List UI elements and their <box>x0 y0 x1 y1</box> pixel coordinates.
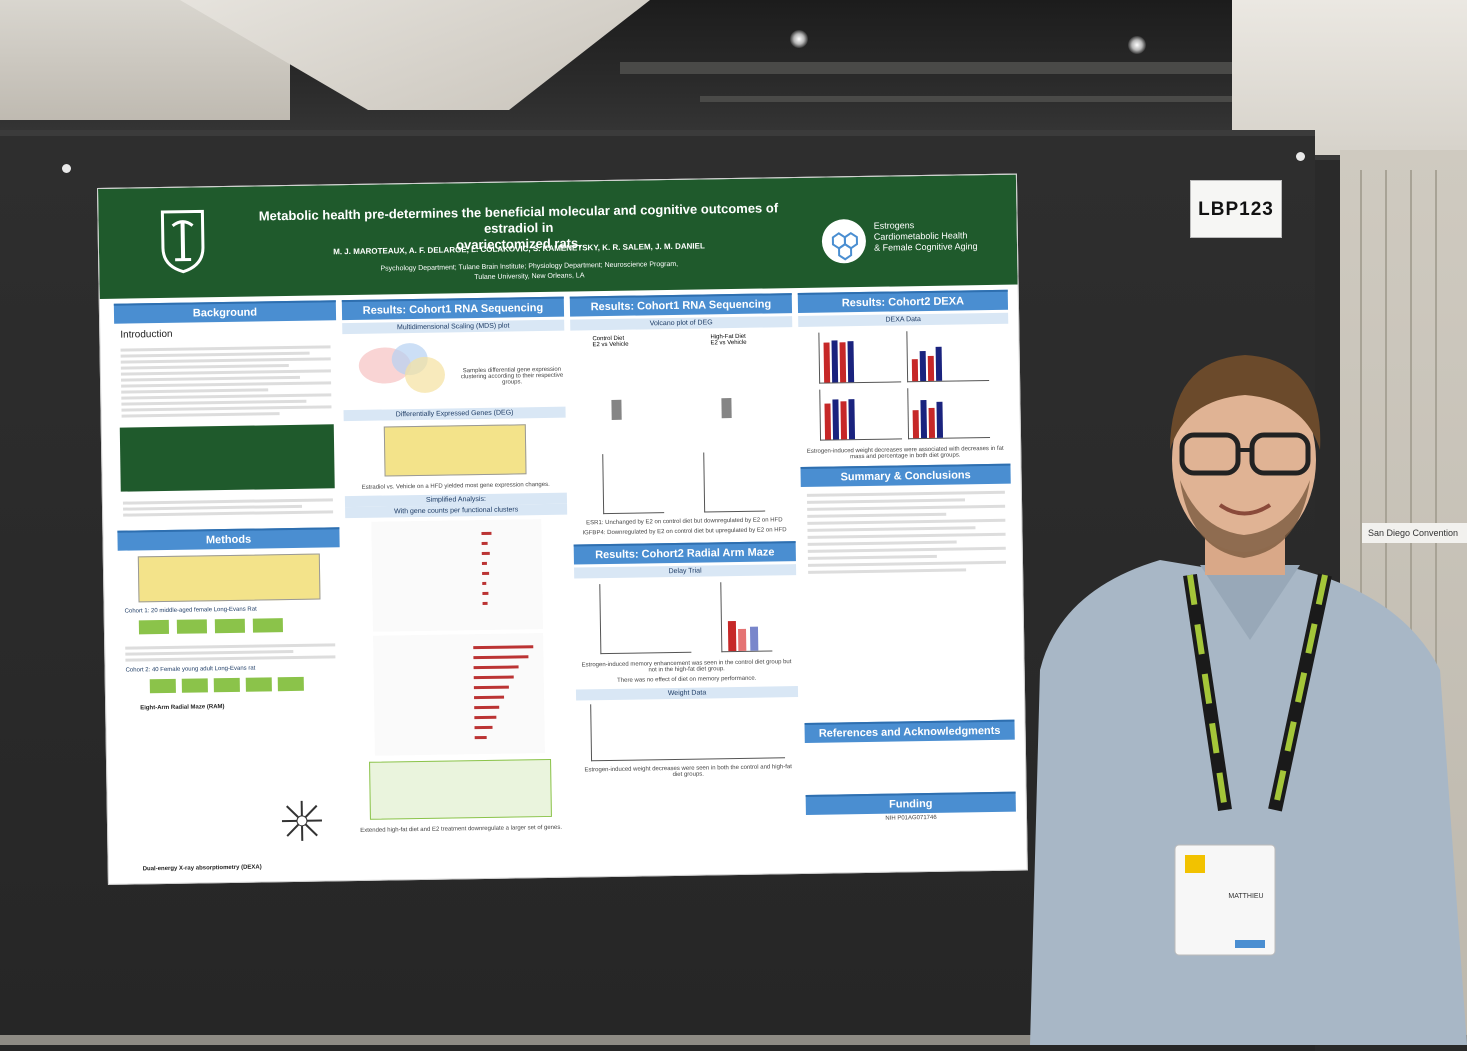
presenter-person <box>1020 340 1467 1045</box>
section-heading: References and Acknowledgments <box>804 720 1014 743</box>
booth-number-label: LBP123 <box>1190 180 1282 238</box>
weight-caption: Estrogen-induced weight decreases were s… <box>577 762 799 781</box>
section-heading: Results: Cohort1 RNA Sequencing <box>342 297 564 320</box>
sub-heading: Weight Data <box>576 686 798 700</box>
column-rna-seq-1: Results: Cohort1 RNA Sequencing Multidim… <box>342 297 573 875</box>
rna-methods-text <box>119 637 341 667</box>
dexa-caption: Estrogen-induced weight decreases were a… <box>800 444 1010 463</box>
sub-heading: With gene counts per functional clusters <box>345 504 567 518</box>
group-name: Estrogens Cardiometabolic Health & Femal… <box>874 219 978 254</box>
volcano-label-control: Control Diet E2 vs Vehicle <box>592 336 628 349</box>
intro-text-block-2 <box>117 492 339 522</box>
igfbp4-caption: IGFBP4: Downregulated by E2 on control d… <box>573 525 795 538</box>
research-poster: Metabolic health pre-determines the bene… <box>97 174 1028 885</box>
volcano-label-hfd: High-Fat Diet E2 vs Vehicle <box>710 334 746 347</box>
mds-plot-icon <box>354 336 455 398</box>
weight-chart <box>590 701 785 761</box>
gene-cluster-chart-hfd <box>373 633 545 756</box>
name-badge-text: MATTHIEU <box>1196 893 1296 900</box>
regulation-table <box>369 759 552 820</box>
dexa-method-label: Dual-energy X-ray absorptiometry (DEXA) <box>143 864 262 872</box>
poster-affiliations: Psychology Department; Tulane Brain Inst… <box>279 258 779 286</box>
extended-caption: Extended high-fat diet and E2 treatment … <box>350 823 572 836</box>
section-heading: Methods <box>117 527 339 550</box>
ceiling-light <box>790 30 808 48</box>
timeline-cohort-1 <box>119 611 341 640</box>
funding-text: NIH P01AG071746 <box>806 812 1016 825</box>
no-effect-caption: There was no effect of diet on memory pe… <box>576 673 798 686</box>
column-background: Background Introduction Methods Cohort 1… <box>114 300 345 878</box>
ceiling-truss <box>700 96 1240 102</box>
mrna-expression-charts <box>572 447 795 518</box>
deg-caption: Estradiol vs. Vehicle on a HFD yielded m… <box>345 480 567 493</box>
push-pin <box>62 164 71 173</box>
radial-maze-diagram-icon <box>272 795 333 846</box>
section-heading: Results: Cohort2 Radial Arm Maze <box>574 541 796 564</box>
gene-cluster-chart-control <box>371 519 543 632</box>
ceiling-truss <box>620 62 1240 74</box>
deg-table <box>384 424 527 476</box>
dexa-bar-charts <box>798 324 1010 447</box>
column-dexa-summary: Results: Cohort2 DEXA DEXA Data Estrogen… <box>798 290 1017 868</box>
radial-maze-label: Eight-Arm Radial Maze (RAM) <box>120 696 342 717</box>
mds-caption: Samples differential gene expression clu… <box>453 365 571 389</box>
diet-table <box>138 554 321 603</box>
ceiling-light <box>1128 36 1146 54</box>
poster-header: Metabolic health pre-determines the bene… <box>98 175 1018 299</box>
delay-trial-charts <box>574 575 797 660</box>
intro-text-block <box>114 339 337 423</box>
tulane-shield-icon <box>158 207 207 274</box>
push-pin <box>1296 152 1305 161</box>
summary-text <box>801 484 1015 723</box>
column-rna-seq-2: Results: Cohort1 RNA Sequencing Volcano … <box>570 293 801 871</box>
section-heading: Results: Cohort2 DEXA <box>798 290 1008 313</box>
volcano-plots: Control Diet E2 vs Vehicle High-Fat Diet… <box>570 327 794 450</box>
sub-heading: Multidimensional Scaling (MDS) plot <box>342 320 564 334</box>
section-heading: Results: Cohort1 RNA Sequencing <box>570 293 792 316</box>
references-text <box>805 740 1016 795</box>
sub-heading: Differentially Expressed Genes (DEG) <box>344 407 566 421</box>
timeline-cohort-2 <box>120 670 342 699</box>
hypothesis-box <box>120 424 335 491</box>
